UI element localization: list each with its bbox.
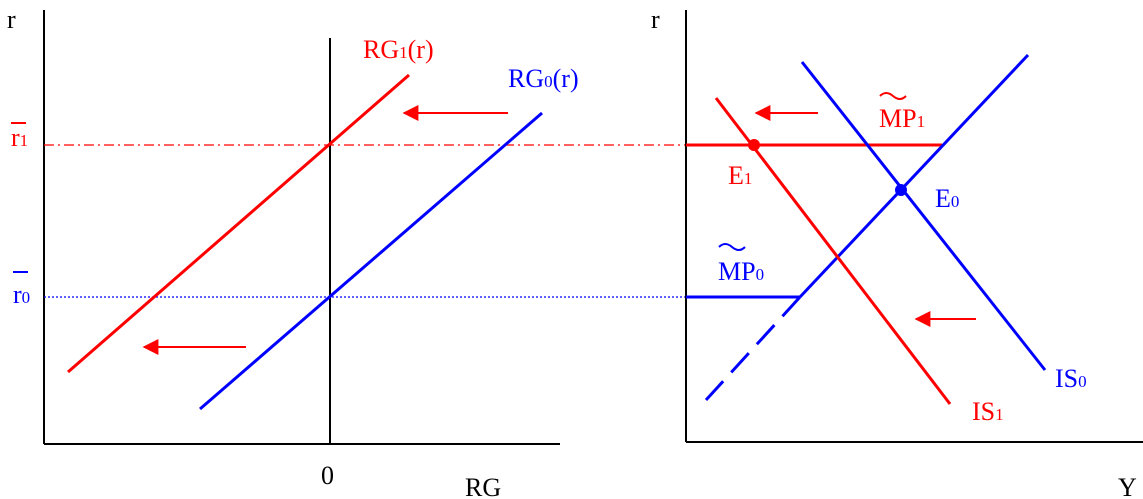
is0-curve	[800, 61, 1047, 371]
rg0-curve	[199, 111, 543, 411]
mp0-tilde	[718, 243, 746, 251]
left-panel: r RG 0 r1 r0 RG1(r) RG0(r)	[7, 5, 686, 499]
e1-label: E1	[728, 161, 752, 190]
rg1-curve	[67, 73, 410, 374]
mp0-label: MP0	[718, 257, 764, 286]
mp1-label: MP1	[879, 104, 925, 133]
r1-label: r1	[11, 123, 28, 152]
is0-label: IS0	[1055, 364, 1087, 393]
mp0-dashed-extension	[704, 295, 802, 402]
rg1-label: RG1(r)	[363, 35, 434, 64]
origin-label: 0	[321, 461, 334, 490]
e0-point	[895, 184, 907, 196]
rg0-label: RG0(r)	[508, 64, 579, 93]
e0-label: E0	[935, 184, 959, 213]
mp1-tilde	[879, 92, 907, 100]
mp0-upward	[798, 53, 1030, 299]
right-x-axis-label: Y	[1118, 473, 1137, 499]
right-panel: r Y MP1 MP0 E1 E0 IS1 IS0	[651, 5, 1143, 499]
right-y-axis-label: r	[651, 5, 660, 34]
left-x-axis-label: RG	[465, 473, 501, 499]
is1-label: IS1	[972, 397, 1004, 426]
left-y-axis-label: r	[7, 5, 16, 34]
e1-point	[748, 139, 760, 151]
r0-label: r0	[13, 280, 30, 309]
